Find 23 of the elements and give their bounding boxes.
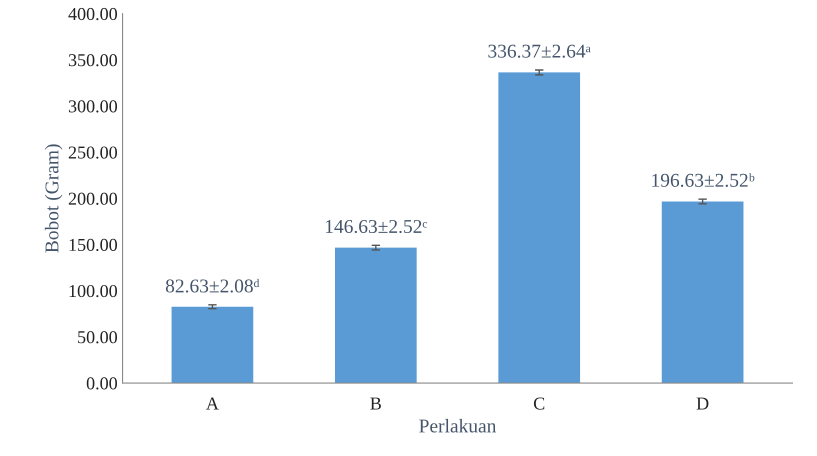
bar [334, 248, 417, 384]
bar [662, 201, 744, 384]
y-tick-label: 350.00 [68, 54, 117, 66]
bar [498, 72, 580, 384]
y-tick-label: 100.00 [70, 284, 117, 298]
x-tick-label: B [370, 398, 381, 410]
x-tick-label: D [696, 398, 708, 410]
y-tick-label: 50.00 [78, 331, 117, 344]
bar [172, 306, 254, 384]
data-label: 82.63±2.08ᵈ [166, 278, 260, 293]
data-label: 196.63±2.52ᵇ [652, 173, 754, 187]
y-tick-label: 150.00 [70, 238, 117, 252]
x-axis-title: Perlakuan [419, 418, 496, 433]
x-tick-label: A [206, 398, 219, 410]
data-label: 336.37±2.64ᵃ [488, 44, 591, 58]
x-tick-label: C [534, 398, 544, 410]
y-axis-title: Bobot (Gram) [44, 144, 62, 253]
y-tick-label: 200.00 [68, 192, 117, 205]
y-tick-label: 300.00 [68, 100, 117, 113]
y-tick-label: 0.00 [86, 377, 117, 390]
y-tick-label: 400.00 [68, 8, 117, 20]
y-tick-label: 250.00 [68, 146, 117, 159]
data-label: 146.63±2.52ᶜ [326, 220, 428, 234]
